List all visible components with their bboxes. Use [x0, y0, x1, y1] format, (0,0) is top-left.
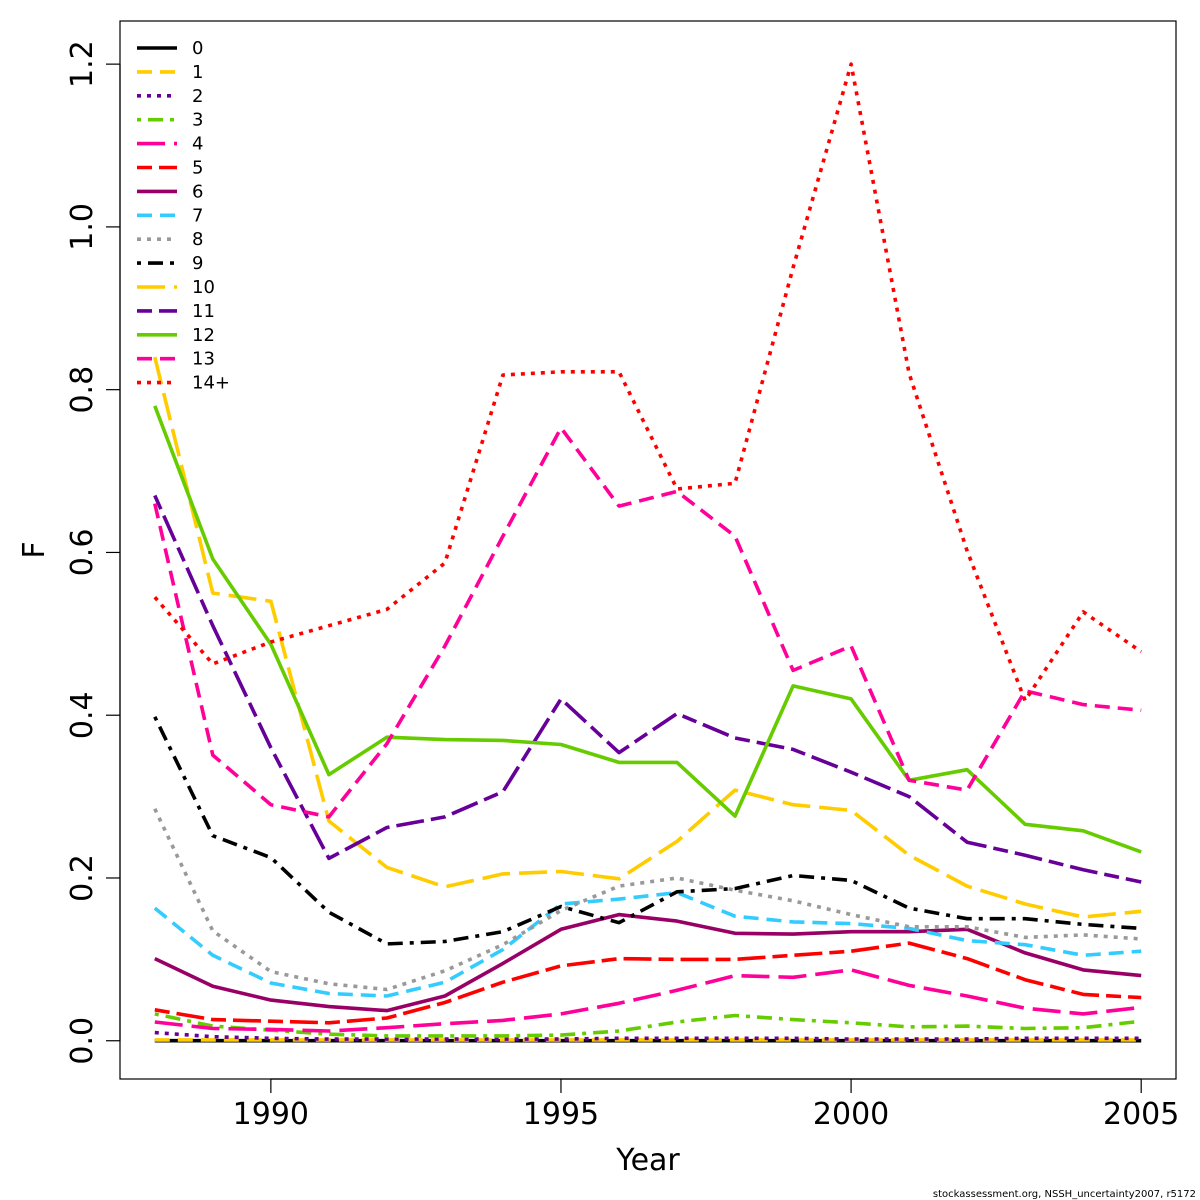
y-tick-label: 1.0: [65, 203, 100, 251]
legend-item: 11: [137, 301, 215, 322]
footnote: stockassessment.org, NSSH_uncertainty200…: [933, 1189, 1196, 1200]
legend-label: 8: [192, 229, 203, 250]
series-line-11: [153, 494, 1142, 884]
series-line-5: [154, 941, 1142, 1025]
series-line-10: [153, 356, 1142, 919]
x-tick-label: 2000: [813, 1097, 889, 1132]
x-axis-title: Year: [615, 1143, 680, 1178]
x-axis: 1990 1995 2000 2005: [233, 1078, 1179, 1132]
legend-item: 10: [137, 277, 215, 298]
legend-label: 0: [192, 38, 203, 59]
series-layer: [153, 62, 1143, 1043]
legend-item: 13: [137, 349, 215, 370]
series-line-8: [153, 808, 1142, 992]
legend-label: 2: [192, 86, 203, 107]
series-line-2: [154, 1030, 1142, 1041]
legend-label: 12: [192, 325, 215, 346]
series-line-14plus: [153, 62, 1143, 703]
legend-item: 7: [137, 205, 203, 226]
x-tick-label: 1995: [523, 1097, 599, 1132]
legend-item: 5: [137, 158, 203, 179]
legend-item: 2: [137, 86, 203, 107]
legend-label: 10: [192, 277, 215, 298]
legend-item: 1: [137, 62, 203, 83]
y-tick-label: 0.0: [65, 1017, 100, 1065]
y-axis-title: F: [17, 541, 52, 558]
legend-label: 9: [192, 253, 203, 274]
series-line-9: [153, 716, 1142, 946]
legend-label: 5: [192, 158, 203, 179]
legend-label: 3: [192, 110, 203, 131]
y-tick-label: 1.2: [65, 40, 100, 88]
legend-item: 8: [137, 229, 203, 250]
legend-label: 14+: [192, 373, 230, 394]
series-line-3: [154, 1012, 1142, 1038]
series-line-4: [154, 968, 1142, 1033]
legend-label: 4: [192, 134, 203, 155]
legend-label: 11: [192, 301, 215, 322]
y-tick-label: 0.8: [65, 366, 100, 414]
x-tick-label: 1990: [233, 1097, 309, 1132]
legend-label: 1: [192, 62, 203, 83]
legend-label: 7: [192, 205, 203, 226]
legend-item: 14+: [137, 373, 230, 394]
y-tick-label: 0.2: [65, 854, 100, 902]
legend-label: 13: [192, 349, 215, 370]
legend-item: 9: [137, 253, 203, 274]
plot-area-border: [119, 20, 1177, 1080]
series-line-12: [153, 405, 1142, 854]
x-tick-label: 2005: [1103, 1097, 1179, 1132]
series-line-7: [153, 890, 1142, 998]
y-tick-label: 0.6: [65, 529, 100, 577]
series-line-6: [154, 912, 1142, 1013]
legend-item: 6: [137, 181, 203, 202]
legend-item: 12: [137, 325, 215, 346]
y-tick-label: 0.4: [65, 691, 100, 739]
series-line-13: [153, 426, 1142, 819]
legend-item: 3: [137, 110, 203, 131]
legend-label: 6: [192, 181, 203, 202]
legend-item: 0: [137, 38, 203, 59]
y-axis: 0.0 0.2 0.4 0.6 0.8 1.0 1.2: [65, 40, 121, 1065]
legend-item: 4: [137, 134, 203, 155]
